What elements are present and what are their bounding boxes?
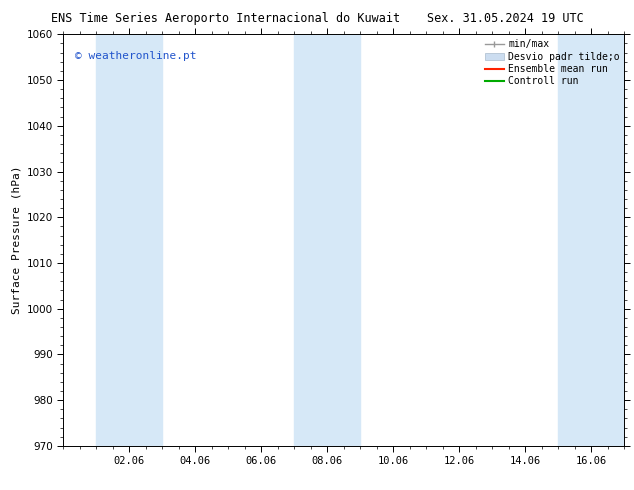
Y-axis label: Surface Pressure (hPa): Surface Pressure (hPa) <box>11 166 21 315</box>
Bar <box>294 34 361 446</box>
Bar <box>96 34 162 446</box>
Legend: min/max, Desvio padr tilde;o, Ensemble mean run, Controll run: min/max, Desvio padr tilde;o, Ensemble m… <box>482 37 621 88</box>
Text: © weatheronline.pt: © weatheronline.pt <box>75 51 196 61</box>
Text: ENS Time Series Aeroporto Internacional do Kuwait: ENS Time Series Aeroporto Internacional … <box>51 12 400 25</box>
Bar <box>559 34 624 446</box>
Text: Sex. 31.05.2024 19 UTC: Sex. 31.05.2024 19 UTC <box>427 12 583 25</box>
